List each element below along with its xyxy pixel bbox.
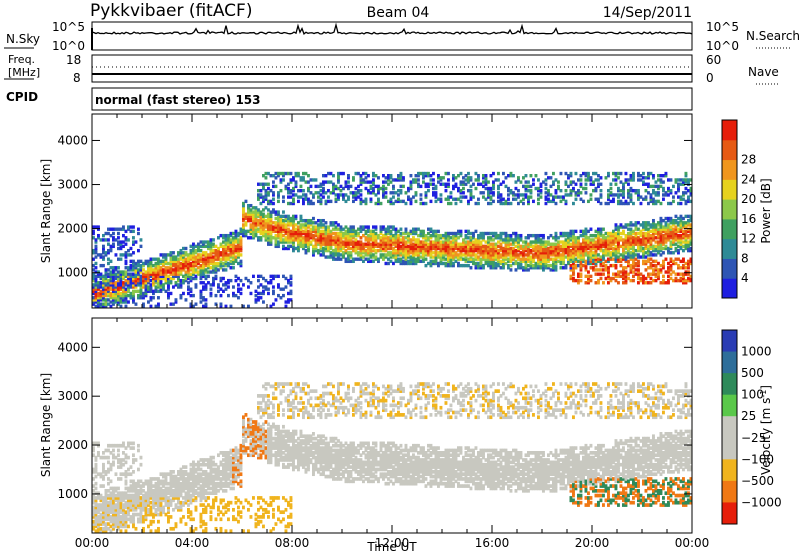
beam-label: Beam 04 <box>367 5 430 21</box>
noise-sky-label: N.Sky <box>6 32 40 46</box>
nave-label: Nave <box>748 65 779 79</box>
freq-right-tick-1: 0 <box>706 71 714 85</box>
noise-right-tick-1: 10^0 <box>706 39 739 53</box>
power-ylabel: Slant Range [km] <box>39 159 53 263</box>
ytick-label: 1000 <box>57 266 88 280</box>
noise-left-tick-1: 10^0 <box>52 39 85 53</box>
velocity-heatmap <box>92 382 692 533</box>
colorbar-swatch <box>722 140 737 160</box>
colorbar-swatch <box>722 258 737 278</box>
xtick-label: 00:00 <box>75 536 110 550</box>
xtick-label: 16:00 <box>475 536 510 550</box>
colorbar-tick-label: 8 <box>741 251 749 265</box>
noise-panel-frame <box>92 22 692 50</box>
ytick-label: 4000 <box>57 340 88 354</box>
date-label: 14/Sep/2011 <box>603 5 692 21</box>
colorbar-swatch <box>722 179 737 199</box>
freq-right-tick-0: 60 <box>706 53 721 67</box>
colorbar-swatch <box>722 481 737 503</box>
colorbar-tick-label: 500 <box>741 366 764 380</box>
noise-right-tick-0: 10^5 <box>706 20 739 34</box>
colorbar-swatch <box>722 199 737 219</box>
velocity-ylabel: Slant Range [km] <box>39 373 53 477</box>
freq-unit-label: [MHz] <box>8 66 40 79</box>
colorbar-tick-label: −500 <box>741 474 774 488</box>
velocity-colorbar-label: Velocity [m s-1] <box>759 385 773 475</box>
colorbar-swatch <box>722 120 737 140</box>
colorbar-tick-label: 12 <box>741 232 756 246</box>
ytick-label: 4000 <box>57 133 88 147</box>
colorbar-swatch <box>722 330 737 352</box>
colorbar-tick-label: 20 <box>741 192 756 206</box>
ytick-label: 3000 <box>57 389 88 403</box>
freq-left-tick-1: 8 <box>73 71 81 85</box>
power-colorbar-label: Power [dB] <box>759 178 773 243</box>
colorbar-tick-label: 4 <box>741 271 749 285</box>
colorbar-swatch <box>722 219 737 239</box>
xtick-label: 04:00 <box>175 536 210 550</box>
xtick-label: 20:00 <box>575 536 610 550</box>
cpid-text: normal (fast stereo) 153 <box>95 93 261 107</box>
xtick-label: 08:00 <box>275 536 310 550</box>
colorbar-swatch <box>722 278 737 298</box>
colorbar-swatch <box>722 459 737 481</box>
colorbar-swatch <box>722 239 737 259</box>
cpid-label: CPID <box>6 90 38 104</box>
colorbar-tick-label: 1000 <box>741 345 772 359</box>
ytick-label: 1000 <box>57 487 88 501</box>
colorbar-tick-label: 25 <box>741 409 756 423</box>
freq-label: Freq. <box>8 53 35 66</box>
ytick-label: 2000 <box>57 222 88 236</box>
xtick-label: 00:00 <box>675 536 710 550</box>
noise-trace <box>92 25 692 50</box>
colorbar-tick-label: −1000 <box>741 495 782 509</box>
noise-left-tick-0: 10^5 <box>52 20 85 34</box>
power-colorbar: 4 8 12 16 20 24 28 <box>722 120 756 299</box>
power-heatmap <box>92 172 692 308</box>
freq-left-tick-0: 18 <box>66 53 81 67</box>
colorbar-swatch <box>722 373 737 395</box>
colorbar-swatch <box>722 438 737 460</box>
colorbar-swatch <box>722 502 737 524</box>
station-title: Pykkvibaer (fitACF) <box>90 1 252 21</box>
colorbar-swatch <box>722 352 737 374</box>
colorbar-tick-label: 16 <box>741 212 756 226</box>
colorbar-tick-label: 28 <box>741 153 756 167</box>
ytick-label: 2000 <box>57 438 88 452</box>
colorbar-tick-label: 24 <box>741 172 756 186</box>
ytick-label: 3000 <box>57 178 88 192</box>
x-axis-label: Time UT <box>366 540 417 554</box>
colorbar-swatch <box>722 160 737 180</box>
colorbar-swatch <box>722 416 737 438</box>
freq-panel-frame <box>92 55 692 82</box>
noise-search-label: N.Search <box>746 29 800 43</box>
colorbar-swatch <box>722 395 737 417</box>
